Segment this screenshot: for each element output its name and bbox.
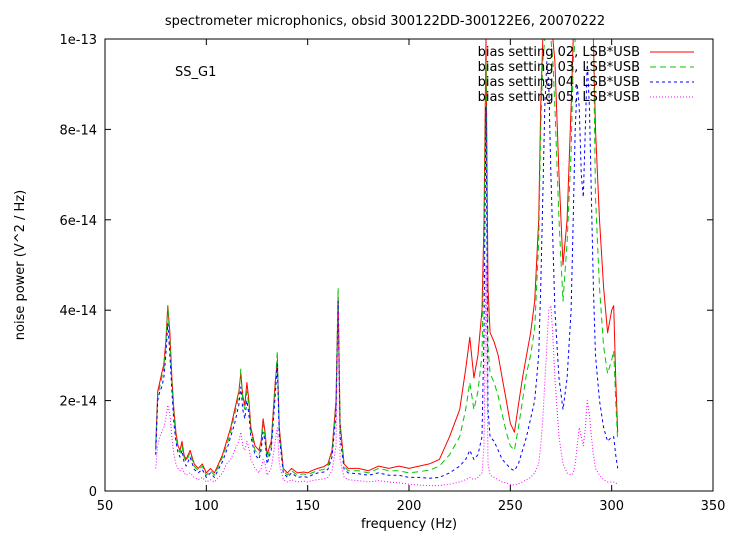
y-tick-label: 6e-14 bbox=[59, 214, 97, 229]
x-axis-ticks: 50 100 150 200 250 300 350 bbox=[97, 39, 726, 514]
series-layer bbox=[155, 39, 619, 487]
legend-label: bias setting 05, LSB*USB bbox=[478, 90, 640, 105]
y-tick-label: 2e-14 bbox=[59, 395, 97, 410]
x-tick-label: 350 bbox=[701, 499, 726, 514]
series-line-04 bbox=[155, 61, 619, 479]
legend-label: bias setting 04, LSB*USB bbox=[478, 75, 640, 90]
x-axis-label: frequency (Hz) bbox=[361, 517, 457, 532]
y-axis-ticks: 0 2e-14 4e-14 6e-14 8e-14 1e-13 bbox=[59, 33, 713, 500]
x-tick-label: 300 bbox=[599, 499, 624, 514]
x-tick-label: 250 bbox=[498, 499, 523, 514]
x-tick-label: 150 bbox=[295, 499, 320, 514]
legend-label: bias setting 03, LSB*USB bbox=[478, 60, 640, 75]
y-tick-label: 4e-14 bbox=[59, 304, 97, 319]
legend-label: bias setting 02, LSB*USB bbox=[478, 45, 640, 60]
y-tick-label: 0 bbox=[89, 485, 97, 500]
series-line-03 bbox=[155, 39, 619, 476]
series-line-05 bbox=[155, 264, 618, 487]
x-tick-label: 50 bbox=[97, 499, 114, 514]
x-tick-label: 100 bbox=[194, 499, 219, 514]
y-tick-label: 1e-13 bbox=[59, 33, 97, 48]
panel-annotation: SS_G1 bbox=[175, 65, 216, 80]
plot-frame bbox=[104, 38, 714, 492]
chart-title: spectrometer microphonics, obsid 300122D… bbox=[165, 14, 605, 29]
y-axis-label: noise power (V^2 / Hz) bbox=[13, 190, 28, 340]
y-tick-label: 8e-14 bbox=[59, 123, 97, 138]
x-tick-label: 200 bbox=[397, 499, 422, 514]
series-line-02 bbox=[155, 39, 619, 474]
